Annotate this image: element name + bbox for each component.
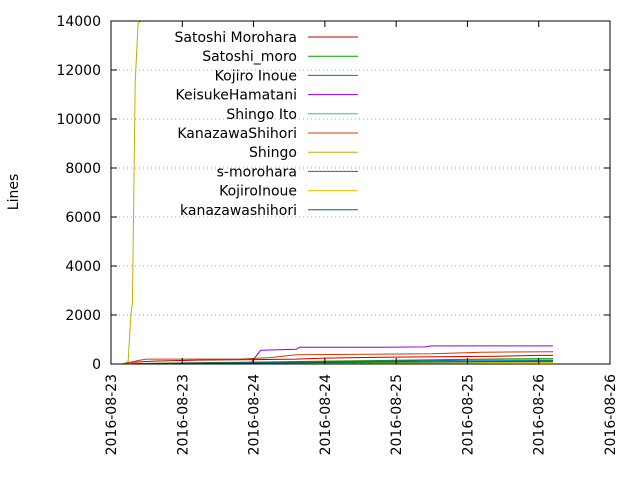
legend-label: KanazawaShihori bbox=[177, 126, 297, 142]
legend-label: KeisukeHamatani bbox=[175, 88, 297, 104]
x-tick-label: 2016-08-24 bbox=[318, 374, 334, 455]
y-tick-label: 6000 bbox=[65, 210, 101, 226]
y-axis-label: Lines bbox=[6, 174, 22, 210]
y-tick-label: 2000 bbox=[65, 308, 101, 324]
y-tick-label: 14000 bbox=[56, 14, 101, 30]
legend-label: Satoshi_moro bbox=[202, 49, 297, 65]
legend: Satoshi Morohara Satoshi_moro Kojiro Inoue… bbox=[175, 30, 358, 219]
legend-label: Shingo Ito bbox=[226, 107, 297, 123]
x-axis: 2016-08-23 2016-08-23 2016-08-24 2016-08-24… bbox=[104, 21, 619, 455]
series-line-1 bbox=[122, 354, 553, 364]
legend-label: s-morohara bbox=[217, 164, 297, 180]
legend-label: Satoshi Morohara bbox=[175, 30, 297, 46]
series-line-6 bbox=[122, 351, 554, 364]
y-tick-label: 8000 bbox=[65, 161, 101, 177]
grid-lines bbox=[111, 69, 610, 316]
x-tick-label: 2016-08-26 bbox=[603, 374, 619, 455]
series-lines bbox=[122, 21, 554, 364]
x-tick-label: 2016-08-23 bbox=[104, 374, 120, 455]
y-tick-label: 10000 bbox=[56, 112, 101, 128]
x-tick-label: 2016-08-25 bbox=[460, 374, 476, 455]
legend-label: KojiroInoue bbox=[219, 184, 297, 200]
y-axis: 0 2000 4000 6000 8000 10000 12000 14000 bbox=[56, 14, 610, 373]
legend-label: Shingo bbox=[249, 145, 297, 161]
x-tick-label: 2016-08-25 bbox=[389, 374, 405, 455]
plot-frame bbox=[110, 20, 611, 365]
legend-label: kanazawashihori bbox=[180, 203, 297, 219]
x-tick-label: 2016-08-23 bbox=[175, 374, 191, 455]
x-tick-label: 2016-08-26 bbox=[532, 374, 548, 455]
y-tick-label: 4000 bbox=[65, 259, 101, 275]
legend-label: Kojiro Inoue bbox=[215, 68, 297, 84]
y-tick-label: 0 bbox=[92, 357, 101, 373]
series-line-7 bbox=[122, 21, 254, 364]
y-tick-label: 12000 bbox=[56, 63, 101, 79]
x-tick-label: 2016-08-24 bbox=[247, 374, 263, 455]
